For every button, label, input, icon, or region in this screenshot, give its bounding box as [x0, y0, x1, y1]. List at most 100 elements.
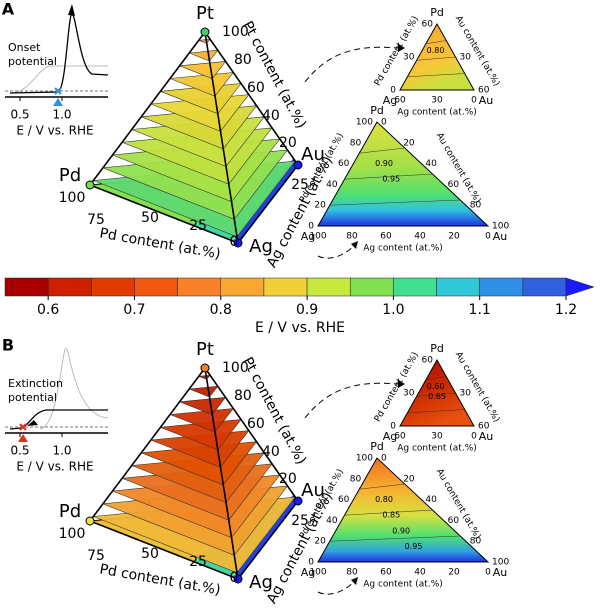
inset-title: potential [8, 391, 57, 404]
ternary-contour [416, 392, 456, 397]
ternary-tick: 30 [403, 389, 415, 399]
ternary-tick: 40 [425, 495, 437, 505]
ternary-tick: 80 [350, 138, 362, 148]
ternary-axis-title: Ag content (at.%) [397, 108, 477, 118]
vertex-label: Pd [59, 501, 81, 522]
colorbar-segment [220, 277, 265, 297]
ternary-tick: 100 [309, 568, 326, 578]
inset-arrowhead [68, 4, 75, 16]
pt-tick: 60 [247, 80, 265, 96]
ternary-tick: 80 [350, 474, 362, 484]
pyramid-slice [169, 408, 234, 433]
ternary-tick: 20 [403, 138, 415, 148]
vertex-dot [200, 363, 210, 373]
inset-xlabel: E / V vs. RHE [16, 124, 93, 138]
connector-head [398, 44, 405, 52]
pd-tick: 100 [59, 526, 86, 542]
connector [317, 580, 356, 595]
inset-tick-label: 0.5 [10, 108, 29, 122]
pyramid-edge [89, 367, 206, 522]
corner-label: Au [479, 94, 494, 107]
inset-tick-label: 1.0 [52, 108, 71, 122]
ternary-axis-title: Ag content (at.%) [397, 444, 477, 454]
connector-head [351, 577, 358, 585]
colorbar-segment [349, 277, 394, 297]
vertex-dot [293, 496, 303, 506]
ternary-tick: 0 [381, 454, 387, 464]
inset-tick-label: 1.0 [52, 444, 71, 458]
ternary-tick: 60 [380, 232, 392, 242]
ternary-tick: 20 [314, 537, 326, 547]
ternary-tick: 30 [460, 53, 472, 63]
pt-tick: 60 [247, 416, 265, 432]
ternary-contour [329, 535, 461, 542]
colorbar-segment [134, 277, 178, 297]
ternary-contour [344, 509, 433, 516]
ternary-contour [359, 483, 405, 490]
ternary-tick: 0 [390, 86, 396, 96]
colorbar-tick-label: 0.9 [296, 302, 318, 318]
ternary-axis-title: Ag content (at.%) [363, 580, 443, 590]
contour-label: 0.95 [405, 542, 423, 551]
vertex-dot [233, 238, 243, 248]
colorbar-segment [47, 277, 92, 297]
pyramid-slice [179, 397, 227, 415]
ternary-tick: 30 [460, 389, 472, 399]
ternary-tick: 30 [431, 432, 443, 442]
pt-tick: 40 [262, 444, 280, 460]
pd-tick: 75 [87, 212, 105, 228]
vertex-dot [233, 574, 243, 584]
colorbar-segment [177, 277, 222, 297]
pt-tick: 80 [234, 52, 252, 68]
pd-tick: 50 [141, 210, 159, 226]
colorbar-segment [263, 277, 308, 297]
ternary-contour [329, 199, 461, 206]
ternary-tick: 0 [471, 96, 477, 106]
pyramid-slice [179, 61, 227, 79]
pyramid-edge [204, 31, 239, 244]
contour-label: 0.65 [428, 392, 446, 401]
connector-head [398, 380, 405, 388]
pyramid-edge [89, 520, 239, 580]
ag-tick: 25 [291, 177, 309, 193]
connector [304, 46, 399, 83]
colorbar-tick-label: 0.7 [123, 302, 145, 318]
vertex-dot [293, 160, 303, 170]
pyramid-slice [189, 49, 219, 62]
corner-label: Au [493, 230, 508, 243]
colorbar-tick-label: 1.2 [555, 302, 577, 318]
pyramid-edge [204, 367, 299, 502]
ternary-tick: 100 [309, 232, 326, 242]
pd-tick: 25 [189, 554, 207, 570]
ternary-tick: 0 [485, 232, 491, 242]
ternary-tick: 0 [381, 118, 387, 128]
ternary-tick: 60 [422, 356, 434, 366]
pyramid-edge [204, 31, 299, 166]
ternary-contour [407, 73, 465, 78]
pt-tick: 20 [279, 471, 297, 487]
inset-xlabel: E / V vs. RHE [16, 460, 93, 474]
inset-cross [54, 87, 62, 95]
vertex-label: Pd [59, 165, 81, 186]
ternary-tick: 100 [492, 558, 509, 568]
colorbar-extension [565, 277, 595, 297]
ternary-contour [425, 40, 447, 45]
contour-label: 0.90 [375, 159, 393, 168]
panel-label: B [2, 336, 14, 355]
inset-title: Onset [8, 41, 41, 54]
contour-label: 0.90 [392, 526, 410, 535]
corner-label: Au [493, 566, 508, 579]
ternary-tick: 100 [356, 454, 373, 464]
vertex-label: Ag [249, 236, 273, 257]
inset-marker [18, 434, 28, 442]
pt-tick: 100 [222, 24, 249, 40]
ternary-tick: 20 [448, 232, 460, 242]
ternary-contour [344, 173, 433, 180]
vertex-label: Pt [196, 3, 214, 24]
pyramid-slice [198, 374, 211, 380]
contour-label: 0.95 [382, 175, 400, 184]
colorbar-label: E / V vs. RHE [255, 320, 345, 336]
corner-label: Ag [383, 94, 398, 107]
pyramid-blue-face [236, 494, 298, 579]
ternary-tick: 0 [308, 222, 314, 232]
